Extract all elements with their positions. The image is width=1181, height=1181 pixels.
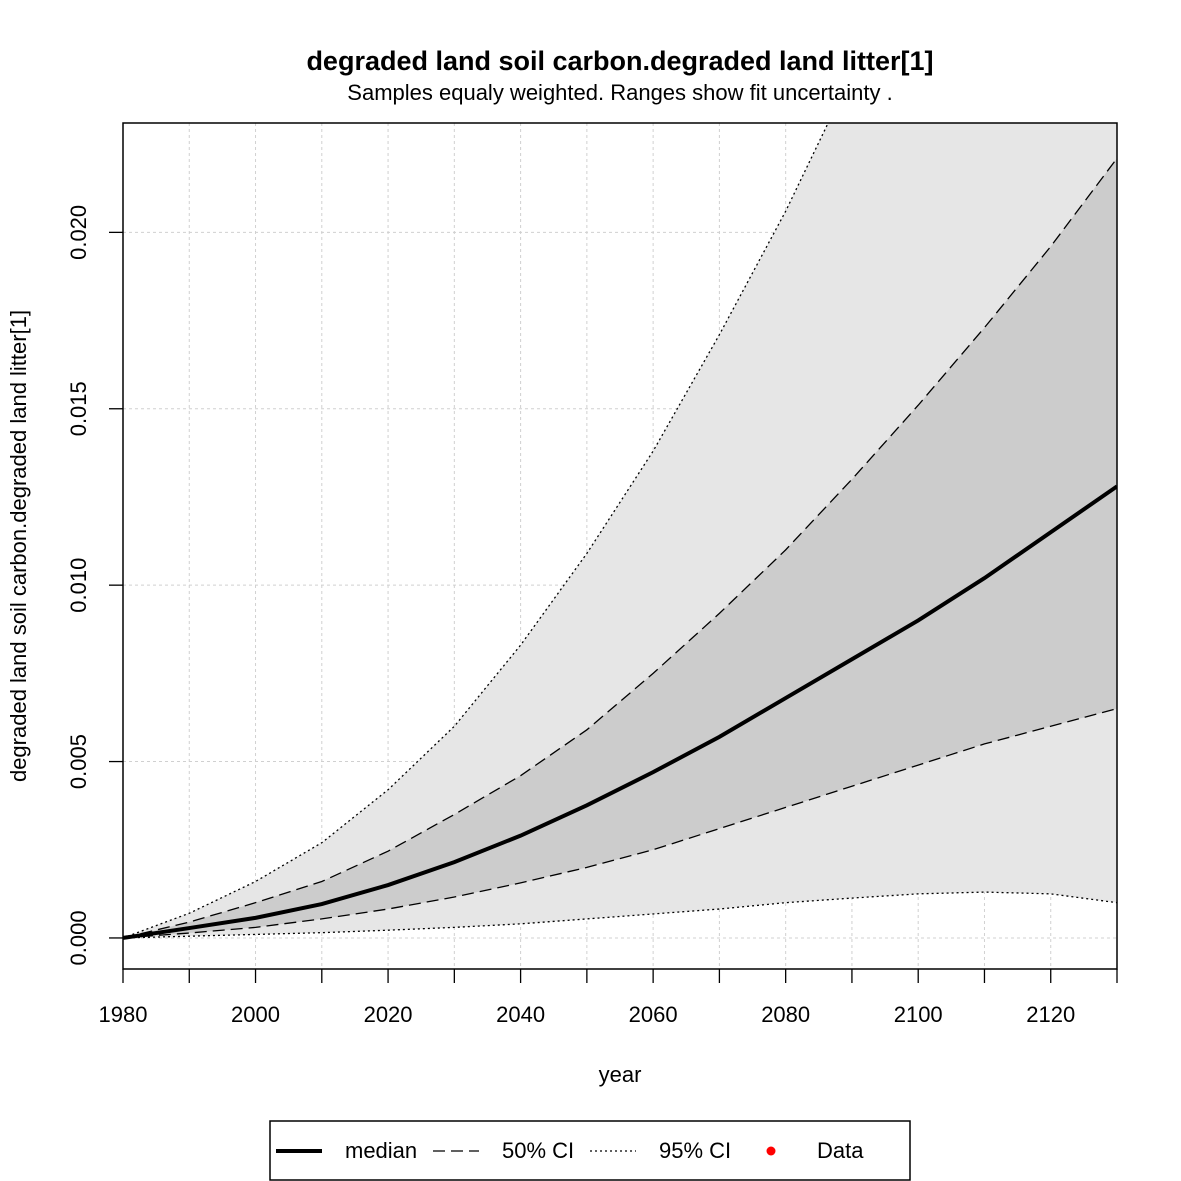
y-tick-label: 0.020 xyxy=(66,205,91,260)
y-tick-label: 0.015 xyxy=(66,381,91,436)
chart-subtitle: Samples equaly weighted. Ranges show fit… xyxy=(347,80,892,105)
plot-area xyxy=(123,123,1117,969)
y-tick-label: 0.005 xyxy=(66,734,91,789)
ci-band xyxy=(123,158,1117,938)
legend-box xyxy=(269,1120,911,1181)
y-axis-label: degraded land soil carbon.degraded land … xyxy=(6,310,31,782)
x-tick-label: 2020 xyxy=(364,1002,413,1027)
y-tick-label: 0.000 xyxy=(66,910,91,965)
x-tick-label: 2120 xyxy=(1026,1002,1075,1027)
ci-line xyxy=(123,123,829,939)
x-tick-label: 2080 xyxy=(761,1002,810,1027)
legend-label: Data xyxy=(817,1138,864,1163)
legend-label: median xyxy=(345,1138,417,1163)
x-tick-label: 2060 xyxy=(629,1002,678,1027)
legend-label: 95% CI xyxy=(659,1138,731,1163)
x-tick-label: 2040 xyxy=(496,1002,545,1027)
legend-label: 50% CI xyxy=(502,1138,574,1163)
ci-line xyxy=(123,891,1117,939)
plot-frame xyxy=(122,122,1118,970)
y-tick-label: 0.010 xyxy=(66,558,91,613)
chart-title: degraded land soil carbon.degraded land … xyxy=(306,46,933,76)
median-line xyxy=(123,484,1117,940)
x-tick-label: 2000 xyxy=(231,1002,280,1027)
legend-marker xyxy=(766,1146,776,1156)
ci-line xyxy=(123,708,1117,939)
x-tick-label: 1980 xyxy=(99,1002,148,1027)
x-tick-label: 2100 xyxy=(894,1002,943,1027)
ci-line xyxy=(123,157,1117,939)
x-axis-label: year xyxy=(599,1062,642,1087)
